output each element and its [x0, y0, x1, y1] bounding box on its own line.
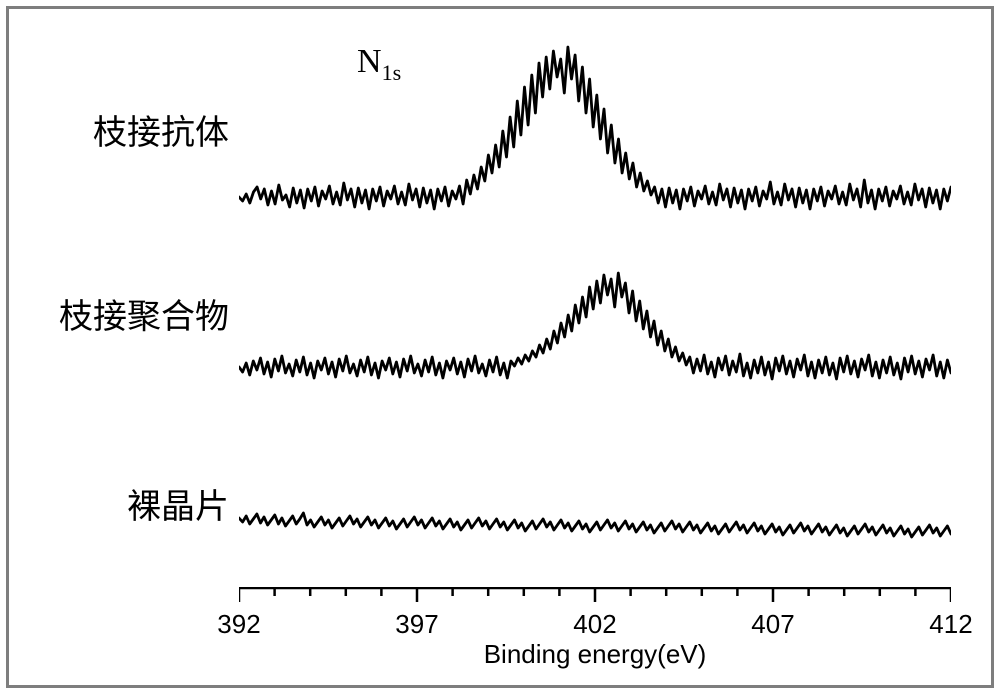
x-tick-label: 407	[751, 609, 794, 640]
trace-label-bare: 裸晶片	[19, 479, 229, 528]
x-tick-label: 402	[573, 609, 616, 640]
trace-polymer	[239, 273, 951, 379]
trace-label-polymer: 枝接聚合物	[19, 289, 229, 338]
x-axis: 392397402407412 Binding energy(eV)	[239, 587, 951, 687]
plot-area	[239, 27, 951, 587]
x-axis-svg	[239, 587, 951, 611]
x-axis-title: Binding energy(eV)	[484, 639, 707, 670]
x-tick-label: 392	[217, 609, 260, 640]
trace-label-antibody: 枝接抗体	[19, 105, 229, 154]
x-tick-label: 412	[929, 609, 972, 640]
trace-bare	[239, 513, 951, 537]
chart-frame: N1s 枝接抗体 枝接聚合物 裸晶片 392397402407412 Bindi…	[6, 6, 994, 688]
trace-antibody	[239, 47, 951, 209]
x-tick-label: 397	[395, 609, 438, 640]
traces-svg	[239, 27, 951, 587]
